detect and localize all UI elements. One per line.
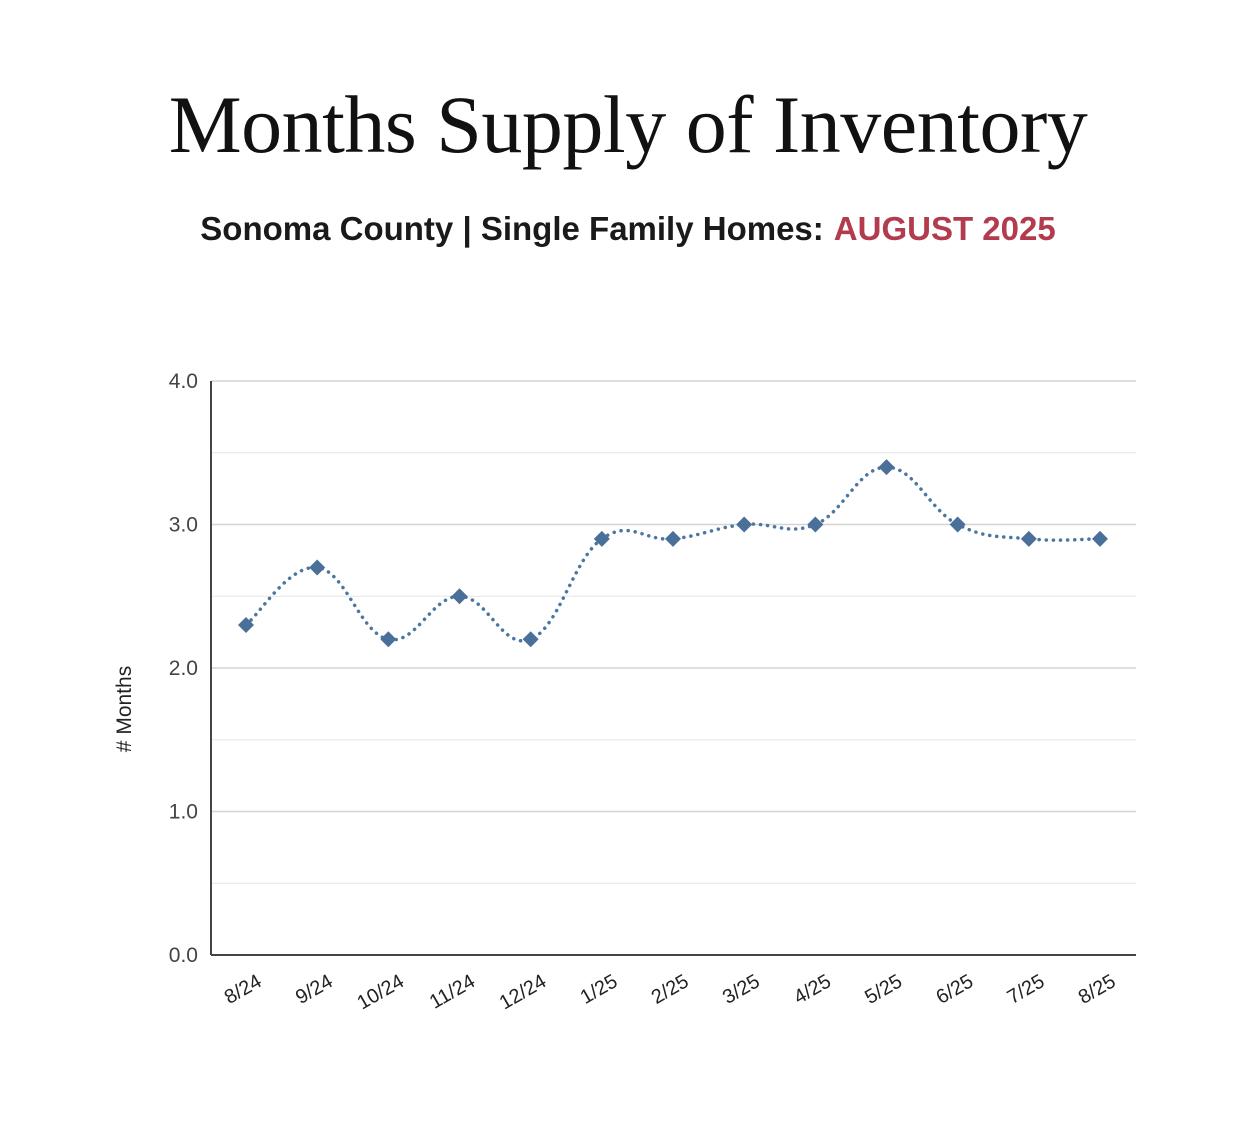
x-tick-label: 10/24: [353, 970, 407, 1014]
chart-subtitle: Sonoma County | Single Family Homes: AUGU…: [0, 210, 1256, 248]
x-tick-label: 12/24: [496, 970, 550, 1014]
data-point-marker: [1092, 530, 1108, 547]
data-point-marker: [949, 516, 966, 533]
x-tick-label: 5/25: [861, 970, 906, 1009]
x-tick-label: 8/24: [221, 970, 266, 1009]
x-axis-ticks: 8/24 9/24 10/24 11/24 12/24 1/25 2/25 3/25 4/25 5…: [221, 970, 1120, 1014]
y-tick-label: 0.0: [169, 944, 198, 967]
subtitle-main: Sonoma County | Single Family Homes:: [200, 210, 824, 247]
chart-title: Months Supply of Inventory: [168, 79, 1088, 170]
data-point-marker: [665, 530, 681, 547]
x-tick-label: 6/25: [932, 970, 977, 1009]
y-axis-label: # Months: [113, 666, 136, 752]
x-tick-label: 3/25: [719, 970, 764, 1009]
x-tick-label: 1/25: [577, 970, 622, 1009]
data-point-marker: [593, 530, 610, 547]
x-tick-label: 11/24: [426, 970, 479, 1013]
data-point-marker: [522, 631, 539, 648]
data-point-marker: [380, 631, 397, 648]
series-line: [244, 465, 1102, 643]
data-point-marker: [1020, 530, 1037, 547]
data-point-marker: [238, 616, 254, 633]
data-point-marker: [451, 588, 468, 605]
data-point-marker: [878, 459, 895, 476]
y-tick-label: 2.0: [169, 657, 198, 680]
x-tick-label: 8/25: [1075, 970, 1120, 1009]
data-point-marker: [807, 516, 824, 533]
x-tick-label: 2/25: [648, 970, 693, 1009]
y-tick-label: 3.0: [169, 514, 198, 537]
y-tick-label: 1.0: [169, 801, 198, 824]
x-tick-label: 9/24: [292, 970, 337, 1009]
series: [238, 459, 1108, 648]
x-tick-label: 7/25: [1004, 970, 1049, 1009]
y-tick-label: 4.0: [169, 370, 198, 393]
y-axis-ticks: 0.0 1.0 2.0 3.0 4.0: [169, 370, 198, 967]
data-point-marker: [736, 516, 753, 533]
subtitle-highlight: AUGUST 2025: [833, 210, 1056, 247]
x-tick-label: 4/25: [790, 970, 835, 1009]
gridlines: [211, 380, 1136, 884]
axes: [210, 381, 1136, 956]
data-point-marker: [309, 559, 326, 576]
